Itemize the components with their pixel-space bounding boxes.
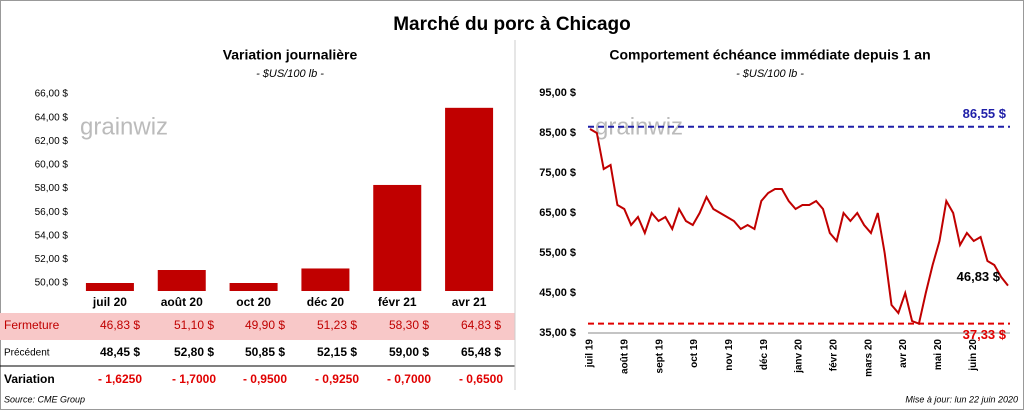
- x-tick-label: août 19: [619, 339, 630, 374]
- y-tick-label: 85,00 $: [539, 127, 576, 139]
- table-cell: - 0,9500: [243, 372, 287, 386]
- bar: [85, 283, 134, 291]
- row-highlight: [0, 313, 515, 340]
- y-tick-label: 58,00 $: [35, 183, 69, 194]
- table-cell: - 0,9250: [315, 372, 359, 386]
- table-cell: 51,10 $: [174, 318, 214, 332]
- y-tick-label: 35,00 $: [539, 327, 576, 339]
- table-cell: 46,83 $: [100, 318, 140, 332]
- y-tick-label: 65,00 $: [539, 207, 576, 219]
- x-tick-label: mars 20: [863, 339, 874, 377]
- x-tick-label: déc 19: [759, 339, 770, 371]
- y-tick-label: 56,00 $: [35, 207, 69, 218]
- row-label: Variation: [4, 372, 55, 386]
- table-cell: - 1,7000: [172, 372, 216, 386]
- chart-subtitle: - $US/100 lb -: [736, 68, 804, 80]
- table-cell: 49,90 $: [245, 318, 285, 332]
- x-tick-label: juil 20: [92, 295, 127, 309]
- x-tick-label: avr 21: [452, 295, 487, 309]
- annotation: 46,83 $: [957, 269, 1001, 284]
- main-title: Marché du porc à Chicago: [393, 14, 631, 35]
- watermark: grainwiz: [80, 113, 168, 140]
- row-label: Fermeture: [4, 318, 60, 332]
- chart-subtitle: - $US/100 lb -: [256, 68, 324, 80]
- table-cell: 52,15 $: [317, 345, 357, 359]
- bar: [445, 107, 494, 292]
- x-tick-label: févr 21: [378, 295, 417, 309]
- y-tick-label: 66,00 $: [35, 89, 69, 100]
- row-label: Précédent: [4, 348, 50, 359]
- x-tick-label: juin 20: [968, 339, 979, 372]
- bar: [301, 268, 350, 291]
- table-cell: 50,85 $: [245, 345, 285, 359]
- y-tick-label: 75,00 $: [539, 167, 576, 179]
- x-tick-label: oct 19: [689, 339, 700, 368]
- x-tick-label: mai 20: [933, 339, 944, 371]
- table-cell: - 0,6500: [459, 372, 503, 386]
- updated: Mise à jour: lun 22 juin 2020: [905, 394, 1018, 404]
- bar: [229, 283, 278, 291]
- bar: [373, 184, 422, 291]
- y-tick-label: 54,00 $: [35, 230, 69, 241]
- x-tick-label: févr 20: [828, 339, 839, 372]
- table-cell: - 1,6250: [98, 372, 142, 386]
- y-tick-label: 95,00 $: [539, 87, 576, 99]
- x-tick-label: janv 20: [794, 339, 805, 374]
- table-cell: 64,83 $: [461, 318, 501, 332]
- table-cell: 52,80 $: [174, 345, 214, 359]
- x-tick-label: oct 20: [236, 295, 271, 309]
- x-tick-label: avr 20: [898, 339, 909, 368]
- price-line: [589, 128, 1009, 326]
- table-cell: - 0,7000: [387, 372, 431, 386]
- source: Source: CME Group: [4, 394, 85, 404]
- table-cell: 65,48 $: [461, 345, 501, 359]
- x-tick-label: nov 19: [724, 339, 735, 371]
- x-tick-label: déc 20: [307, 295, 345, 309]
- chart-title: Comportement échéance immédiate depuis 1…: [609, 47, 930, 63]
- y-tick-label: 55,00 $: [539, 247, 576, 259]
- table-cell: 59,00 $: [389, 345, 429, 359]
- y-tick-label: 60,00 $: [35, 160, 69, 171]
- x-tick-label: juil 19: [585, 339, 596, 369]
- x-tick-label: août 20: [161, 295, 203, 309]
- y-tick-label: 50,00 $: [35, 278, 69, 289]
- reference-label: 86,55 $: [963, 106, 1007, 121]
- y-tick-label: 64,00 $: [35, 112, 69, 123]
- y-tick-label: 52,00 $: [35, 254, 69, 265]
- bar: [157, 270, 206, 291]
- table-cell: 48,45 $: [100, 345, 140, 359]
- chart-title: Variation journalière: [223, 47, 358, 63]
- table-cell: 58,30 $: [389, 318, 429, 332]
- y-tick-label: 62,00 $: [35, 136, 69, 147]
- x-tick-label: sept 19: [654, 339, 665, 374]
- table-cell: 51,23 $: [317, 318, 357, 332]
- y-tick-label: 45,00 $: [539, 287, 576, 299]
- reference-label: 37,33 $: [963, 327, 1007, 342]
